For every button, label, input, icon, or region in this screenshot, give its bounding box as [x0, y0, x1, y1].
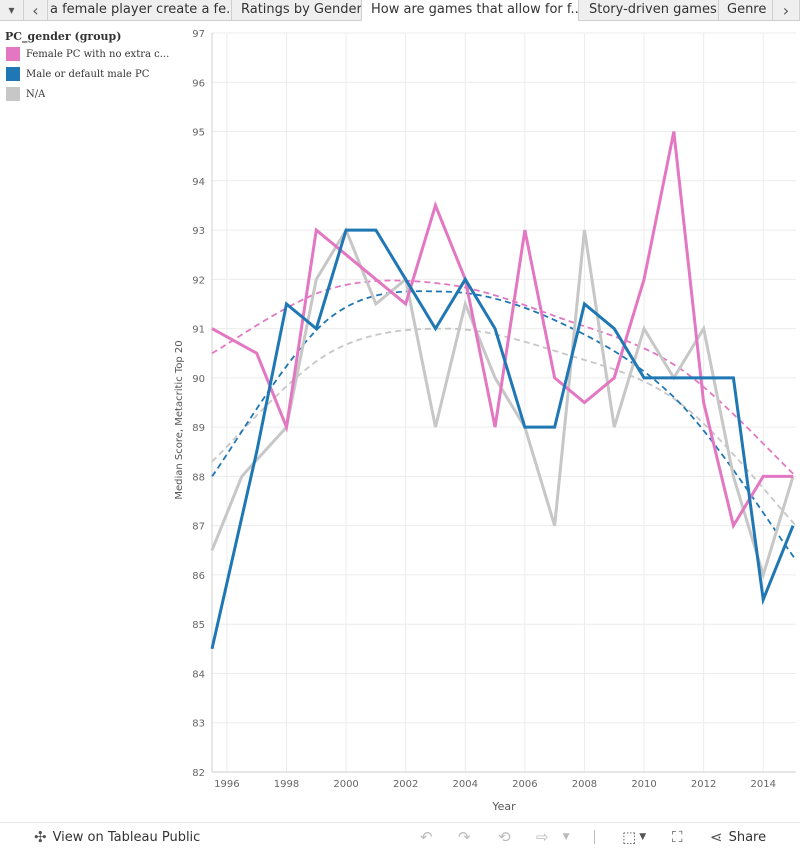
x-tick-label: 2004	[453, 779, 478, 790]
legend-item-female[interactable]: Female PC with no extra c...	[6, 46, 169, 62]
y-tick-label: 84	[192, 669, 205, 680]
tabs-menu-button[interactable]: ▾	[0, 0, 24, 20]
tab-games-female-pc[interactable]: How are games that allow for f...	[362, 0, 579, 21]
x-tick-label: 2002	[393, 779, 418, 790]
refresh-icon: ⇨	[536, 828, 549, 846]
series-line[interactable]	[210, 228, 795, 650]
y-axis-label: Median Score, Metacritic Top 20	[174, 340, 185, 499]
y-tick-label: 85	[192, 620, 205, 631]
x-tick-label: 1998	[274, 779, 299, 790]
bottom-toolbar: ✣ View on Tableau Public ↶ ↷ ⟲ ⇨ ▼ ⬚ ▼ ⛶ ⋖…	[0, 822, 800, 851]
chevron-down-icon: ▼	[562, 832, 570, 842]
legend-item-male[interactable]: Male or default male PC	[6, 66, 149, 82]
download-button[interactable]: ⬚ ▼	[622, 823, 646, 851]
y-tick-label: 92	[192, 275, 205, 286]
view-on-tableau-public-link[interactable]: ✣ View on Tableau Public	[34, 823, 200, 851]
tab-label: How are games that allow for f...	[371, 2, 579, 17]
x-tick-label: 2000	[333, 779, 358, 790]
y-tick-label: 97	[192, 29, 205, 40]
view-on-tableau-label: View on Tableau Public	[52, 829, 201, 845]
y-tick-label: 88	[192, 472, 205, 483]
tab-label: Genre	[727, 2, 767, 17]
y-tick-label: 86	[192, 571, 205, 582]
tab-genre[interactable]: Genre	[719, 0, 773, 20]
tab-label: Ratings by Gender	[241, 2, 362, 17]
fullscreen-button[interactable]: ⛶	[672, 823, 683, 851]
chevron-right-icon: ›	[782, 0, 790, 20]
legend-item-na[interactable]: N/A	[6, 86, 45, 102]
redo-button[interactable]: ↷	[458, 823, 471, 851]
tab-female-player[interactable]: a female player create a fe...	[48, 0, 232, 20]
share-label: Share	[728, 829, 767, 845]
y-tick-label: 93	[192, 226, 205, 237]
tabs-prev-button[interactable]: ‹	[24, 0, 48, 20]
axis-layer: 82 83 84 85 86 87 88 89 90 91 92 93 94 95 96 97 1996 1998…	[192, 29, 796, 790]
tableau-logo-icon: ✣	[34, 828, 47, 846]
share-icon: ⋖	[710, 828, 723, 846]
revert-button[interactable]: ⟲	[498, 823, 511, 851]
series-layer	[210, 131, 795, 650]
share-button[interactable]: ⋖ Share	[710, 823, 766, 851]
toolbar-divider	[594, 823, 595, 851]
legend-swatch	[6, 67, 20, 81]
tab-label: a female player create a fe...	[50, 2, 232, 17]
chevron-down-icon: ▼	[639, 832, 647, 842]
series-line[interactable]	[210, 226, 795, 581]
x-tick-label: 2010	[631, 779, 656, 790]
x-tick-label: 2008	[572, 779, 597, 790]
y-tick-label: 95	[192, 128, 205, 139]
grid-layer	[212, 32, 796, 773]
tabs-next-button[interactable]: ›	[773, 0, 800, 20]
x-tick-label: 2014	[750, 779, 775, 790]
undo-button[interactable]: ↶	[420, 823, 433, 851]
legend-swatch	[6, 87, 20, 101]
refresh-button[interactable]: ⇨ ▼	[536, 823, 570, 851]
x-tick-label: 2006	[512, 779, 537, 790]
x-tick-label: 1996	[214, 779, 239, 790]
y-tick-label: 90	[192, 374, 205, 385]
redo-icon: ↷	[458, 828, 471, 846]
x-tick-label: 2012	[691, 779, 716, 790]
y-tick-label: 94	[192, 177, 205, 188]
trend-line	[211, 290, 797, 561]
chevron-left-icon: ‹	[32, 0, 39, 20]
undo-icon: ↶	[420, 828, 433, 846]
line-chart: 82 83 84 85 86 87 88 89 90 91 92 93 94 95 96 97 1996 1998…	[174, 29, 797, 813]
fullscreen-icon: ⛶	[672, 828, 683, 846]
tab-label: Story-driven games	[589, 2, 717, 17]
legend-label: N/A	[26, 88, 46, 100]
legend-swatch	[6, 47, 20, 61]
y-tick-label: 89	[192, 423, 205, 434]
y-tick-label: 83	[192, 719, 205, 730]
x-axis-label: Year	[491, 800, 516, 813]
legend-label: Female PC with no extra c...	[26, 48, 170, 60]
tab-ratings-by-gender[interactable]: Ratings by Gender	[232, 0, 362, 20]
tab-story-driven-games[interactable]: Story-driven games	[579, 0, 719, 20]
tab-bar: ▾ ‹ a female player create a fe... Ratin…	[0, 0, 800, 21]
series-line[interactable]	[211, 131, 794, 530]
legend-label: Male or default male PC	[26, 68, 150, 80]
y-tick-label: 87	[192, 522, 205, 533]
download-icon: ⬚	[622, 828, 637, 846]
y-tick-label: 91	[192, 325, 205, 336]
y-tick-label: 96	[192, 78, 205, 89]
revert-icon: ⟲	[498, 828, 511, 846]
y-tick-label: 82	[192, 768, 205, 779]
chevron-down-icon: ▾	[8, 3, 15, 17]
legend-title: PC_gender (group)	[5, 30, 122, 43]
